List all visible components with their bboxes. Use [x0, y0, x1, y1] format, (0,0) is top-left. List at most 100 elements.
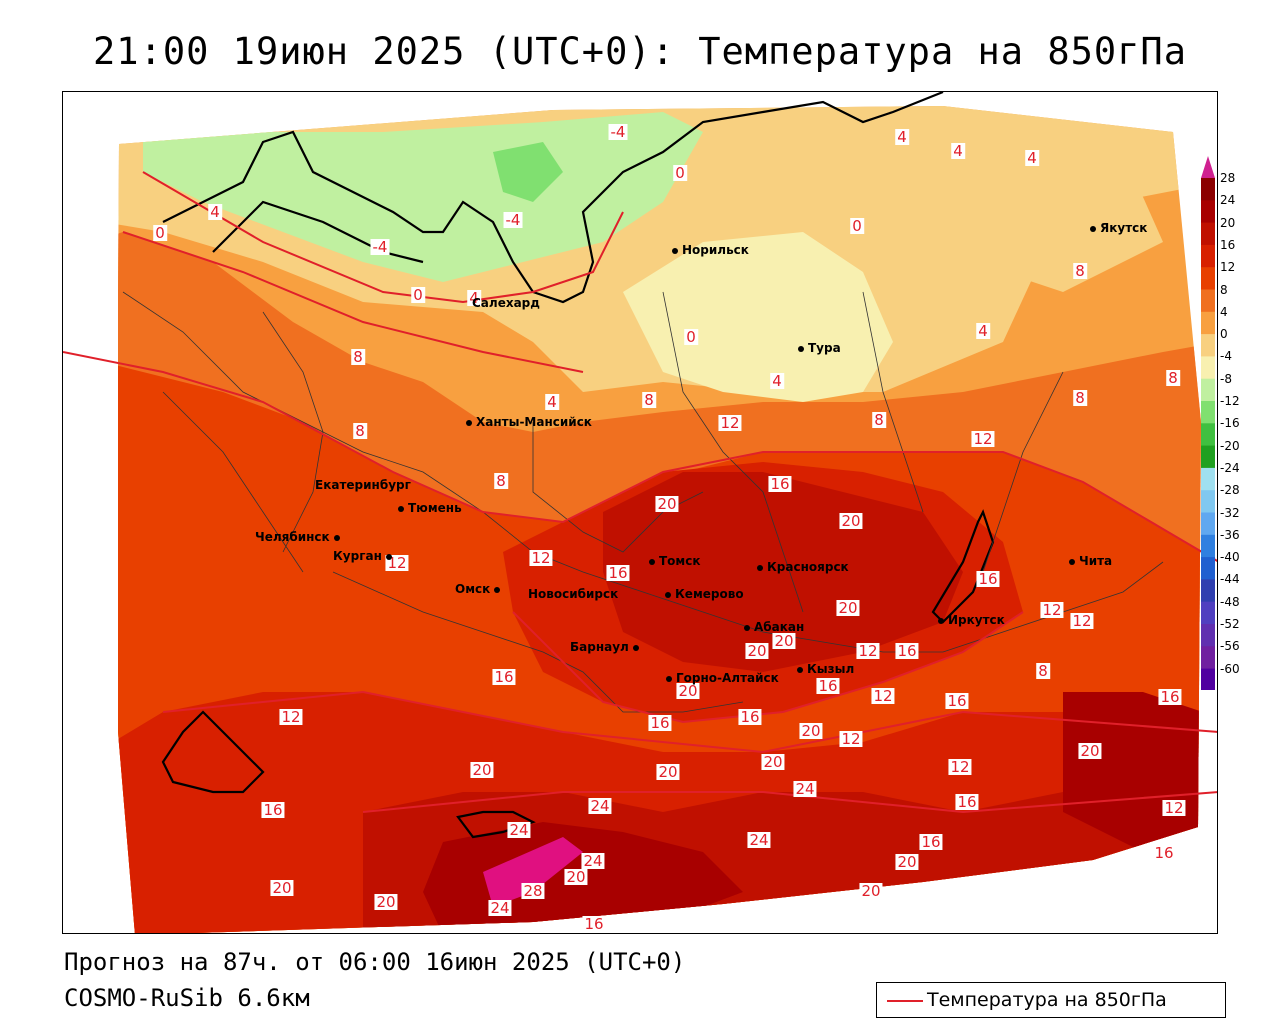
city-novosibirsk: Новосибирск: [528, 587, 619, 601]
contour-label: 8: [351, 348, 365, 366]
colorbar-swatch: [1201, 401, 1215, 424]
colorbar-tick-label: 0: [1220, 327, 1228, 342]
contour-label: 16: [895, 642, 919, 660]
contour-label: 8: [1036, 662, 1050, 680]
contour-label: 12: [1040, 601, 1064, 619]
contour-label: 16: [606, 564, 630, 582]
contour-label: 16: [945, 692, 969, 710]
contour-label: 4: [467, 289, 481, 307]
map-canvas: [63, 92, 1217, 933]
contour-label: 12: [1162, 799, 1186, 817]
contour-label: 4: [1025, 149, 1039, 167]
contour-lines: [63, 171, 1217, 814]
forecast-info: Прогноз на 87ч. от 06:00 16июн 2025 (UTC…: [64, 948, 686, 976]
legend: Температура на 850гПа: [876, 982, 1226, 1018]
temperature-map[interactable]: [62, 91, 1218, 934]
contour-label: -4: [608, 123, 628, 141]
contour-label: 12: [718, 414, 742, 432]
contour-label: 28: [521, 882, 545, 900]
contour-label: 4: [976, 322, 990, 340]
city-tyumen: Тюмень: [398, 501, 462, 515]
colorbar-swatch: [1201, 356, 1215, 380]
colorbar-tick-label: -8: [1220, 371, 1232, 386]
colorbar-swatch: [1201, 467, 1215, 491]
contour-label: 16: [582, 915, 606, 933]
contour-label: -4: [370, 238, 390, 256]
contour-label: 4: [951, 142, 965, 160]
colorbar-tick-label: -4: [1220, 349, 1232, 364]
city-khanty-mansiysk: Ханты-Мансийск: [466, 415, 592, 429]
contour-label: 20: [895, 853, 919, 871]
colorbar-swatch: [1201, 579, 1215, 603]
colorbar-swatch: [1201, 624, 1215, 647]
contour-label: 12: [1070, 612, 1094, 630]
contour-label: 24: [588, 797, 612, 815]
legend-line-swatch: [887, 1000, 923, 1002]
colorbar-swatch: [1201, 534, 1215, 558]
contour-label: 0: [411, 286, 425, 304]
city-barnaul: Барнаул: [570, 640, 643, 654]
colorbar-tick-label: -56: [1220, 639, 1240, 654]
contour-label: 8: [872, 411, 886, 429]
contour-label: 16: [768, 475, 792, 493]
contour-label: 20: [836, 599, 860, 617]
contour-label: 16: [261, 801, 285, 819]
colorbar-tick-label: -12: [1220, 394, 1240, 408]
contour-label: 20: [655, 495, 679, 513]
colorbar-swatch: [1201, 490, 1215, 513]
city-tomsk: Томск: [649, 554, 701, 568]
city-kemerovo: Кемерово: [665, 587, 744, 601]
city-irkutsk: Иркутск: [938, 613, 1005, 627]
colorbar-swatch: [1201, 668, 1215, 690]
contour-label: 20: [745, 642, 769, 660]
city-kyzyl: Кызыл: [797, 662, 854, 676]
city-kurgan: Курган: [333, 549, 396, 563]
colorbar-tick-label: 20: [1220, 215, 1236, 230]
contour-label: 24: [793, 780, 817, 798]
colorbar-top-arrow: [1201, 156, 1215, 178]
city-yekaterinburg: Екатеринбург: [315, 478, 411, 492]
map-title: 21:00 19июн 2025 (UTC+0): Температура на…: [93, 30, 1187, 73]
colorbar-swatch: [1201, 445, 1215, 469]
contour-label: 20: [772, 632, 796, 650]
colorbar-tick-label: -24: [1220, 460, 1240, 475]
contour-label: 8: [353, 422, 367, 440]
city-omsk: Омск: [455, 582, 504, 596]
colorbar-tick-label: -36: [1220, 527, 1240, 542]
colorbar-tick-label: -40: [1220, 550, 1240, 565]
contour-label: 4: [770, 372, 784, 390]
colorbar-tick-label: -52: [1220, 617, 1240, 631]
contour-label: 8: [642, 391, 656, 409]
colorbar-tick-label: 8: [1220, 282, 1228, 297]
contour-label: 12: [856, 642, 880, 660]
contour-label: 12: [529, 549, 553, 567]
colorbar-swatch: [1201, 423, 1215, 447]
city-chelyabinsk: Челябинск: [255, 530, 344, 544]
colorbar-tick-label: -32: [1220, 505, 1240, 520]
contour-label: 20: [1078, 742, 1102, 760]
contour-label: 24: [581, 852, 605, 870]
city-yakutsk: Якутск: [1090, 221, 1147, 235]
contour-label: 16: [919, 833, 943, 851]
colorbar-swatch: [1201, 334, 1215, 357]
contour-label: 4: [208, 203, 222, 221]
contour-label: 20: [270, 879, 294, 897]
colorbar: [1201, 156, 1215, 690]
contour-label: 8: [1073, 389, 1087, 407]
colorbar-swatch: [1201, 311, 1215, 335]
contour-label: 24: [507, 821, 531, 839]
legend-label: Температура на 850гПа: [927, 989, 1167, 1011]
colorbar-tick-label: 16: [1220, 237, 1236, 252]
contour-label: 0: [153, 224, 167, 242]
contour-label: 4: [545, 393, 559, 411]
colorbar-tick-label: -28: [1220, 483, 1240, 498]
colorbar-swatch: [1201, 200, 1215, 224]
contour-label: 8: [494, 472, 508, 490]
colorbar-tick-label: 4: [1220, 304, 1228, 319]
model-name: COSMO-RuSib 6.6км: [64, 984, 310, 1012]
city-chita: Чита: [1069, 554, 1112, 568]
colorbar-tick-label: -60: [1220, 661, 1240, 676]
city-krasnoyarsk: Красноярск: [757, 560, 849, 574]
colorbar-swatch: [1201, 512, 1215, 536]
contour-label: 20: [839, 512, 863, 530]
